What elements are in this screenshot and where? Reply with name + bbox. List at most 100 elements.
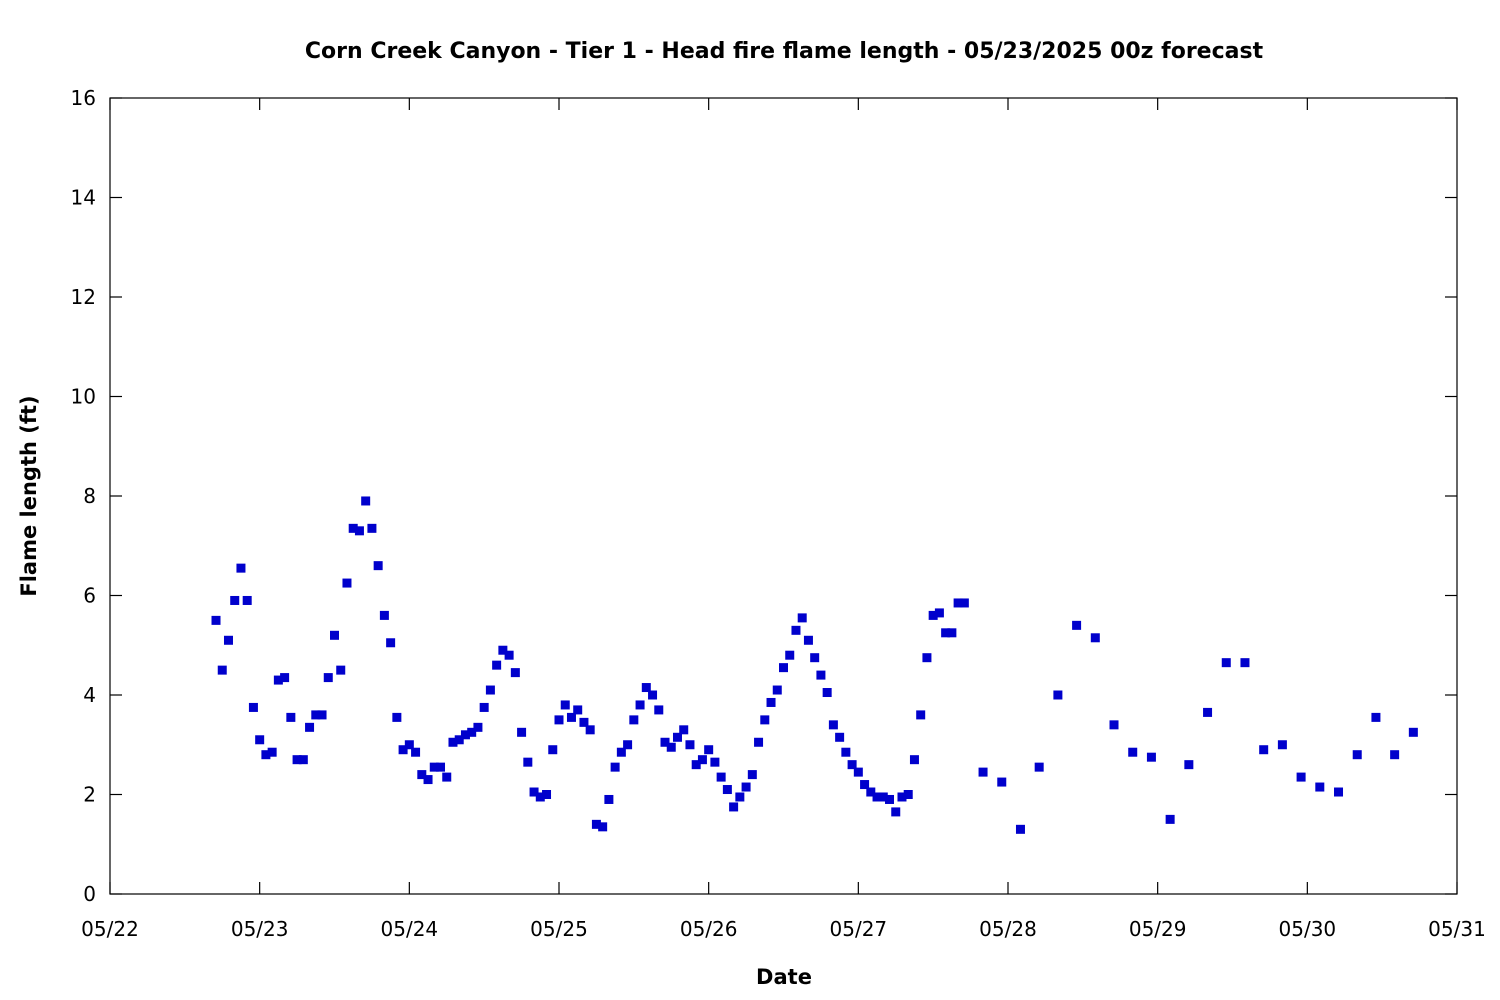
data-point	[997, 777, 1007, 787]
x-tick-label: 05/28	[979, 917, 1037, 941]
data-point	[1015, 824, 1025, 834]
data-point	[1034, 762, 1044, 772]
data-point	[485, 685, 495, 695]
data-point	[298, 755, 308, 765]
data-point	[648, 690, 658, 700]
data-point	[885, 794, 895, 804]
data-points	[211, 496, 1418, 834]
x-axis-tick-labels: 05/22 05/23 05/24 05/25 05/26 05/27 05/28 05/29…	[81, 917, 1486, 941]
data-point	[517, 727, 527, 737]
data-point	[897, 792, 907, 802]
data-point	[305, 722, 315, 732]
data-point	[342, 578, 352, 588]
data-point	[1371, 712, 1381, 722]
data-point	[822, 688, 832, 698]
data-point	[529, 787, 539, 797]
data-point	[230, 595, 240, 605]
data-point	[417, 770, 427, 780]
data-point	[1277, 740, 1287, 750]
data-point	[311, 710, 321, 720]
x-tick-label: 05/29	[1129, 917, 1187, 941]
data-point	[467, 727, 477, 737]
data-point	[635, 700, 645, 710]
data-point	[1090, 633, 1100, 643]
data-point	[1240, 658, 1250, 668]
data-point	[1165, 814, 1175, 824]
data-point	[741, 782, 751, 792]
data-point	[1053, 690, 1063, 700]
data-point	[747, 770, 757, 780]
y-tick-label: 6	[83, 584, 96, 608]
data-point	[392, 712, 402, 722]
data-point	[598, 822, 608, 832]
data-point	[841, 747, 851, 757]
data-point	[704, 745, 714, 755]
data-point	[828, 720, 838, 730]
data-point	[660, 737, 670, 747]
data-point	[1221, 658, 1231, 668]
data-point	[866, 787, 876, 797]
data-point	[835, 732, 845, 742]
data-point	[754, 737, 764, 747]
y-tick-label: 16	[71, 86, 96, 110]
data-point	[654, 705, 664, 715]
data-point	[691, 760, 701, 770]
data-point	[379, 610, 389, 620]
data-point	[672, 732, 682, 742]
data-point	[1072, 620, 1082, 630]
data-point	[323, 673, 333, 683]
data-point	[922, 653, 932, 663]
data-point	[623, 740, 633, 750]
chart-title: Corn Creek Canyon - Tier 1 - Head fire f…	[305, 39, 1264, 64]
data-point	[604, 794, 614, 804]
data-point	[436, 762, 446, 772]
x-tick-label: 05/27	[830, 917, 888, 941]
data-point	[248, 702, 258, 712]
x-axis-label: Date	[756, 965, 812, 989]
y-tick-label: 8	[83, 484, 96, 508]
data-point	[398, 745, 408, 755]
data-point	[1390, 750, 1400, 760]
data-point	[610, 762, 620, 772]
data-point	[286, 712, 296, 722]
data-point	[261, 750, 271, 760]
data-point	[797, 613, 807, 623]
data-point	[735, 792, 745, 802]
data-point	[1184, 760, 1194, 770]
data-point	[685, 740, 695, 750]
x-tick-label: 05/30	[1279, 917, 1337, 941]
data-point	[373, 561, 383, 571]
x-tick-label: 05/26	[680, 917, 738, 941]
data-point	[810, 653, 820, 663]
data-point	[429, 762, 439, 772]
y-tick-label: 4	[83, 683, 96, 707]
data-point	[554, 715, 564, 725]
data-point	[1128, 747, 1138, 757]
data-point	[573, 705, 583, 715]
data-point	[847, 760, 857, 770]
data-point	[641, 683, 651, 693]
data-point	[916, 710, 926, 720]
data-point	[1109, 720, 1119, 730]
data-point	[579, 717, 589, 727]
data-point	[1352, 750, 1362, 760]
data-point	[629, 715, 639, 725]
data-point	[367, 523, 377, 533]
y-tick-label: 14	[71, 186, 96, 210]
data-point	[348, 523, 358, 533]
data-point	[330, 630, 339, 640]
y-tick-label: 12	[71, 285, 96, 309]
data-point	[928, 610, 938, 620]
data-point	[317, 710, 327, 720]
data-point	[354, 526, 364, 536]
data-point	[1334, 787, 1344, 797]
data-point	[872, 792, 882, 802]
data-point	[959, 598, 969, 608]
data-point	[729, 802, 739, 812]
data-point	[772, 685, 782, 695]
data-point	[492, 660, 502, 670]
data-point	[791, 625, 801, 635]
data-point	[454, 735, 464, 745]
x-tick-label: 05/25	[530, 917, 588, 941]
